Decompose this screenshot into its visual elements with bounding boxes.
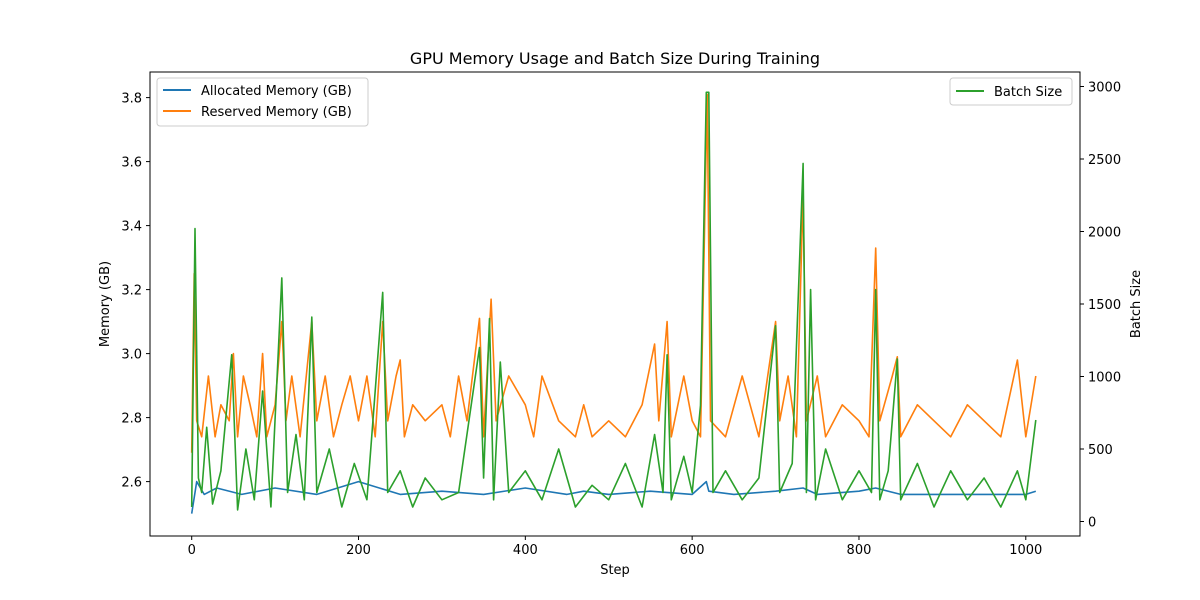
y-axis-right-label: Batch Size — [1129, 270, 1144, 338]
x-tick-label: 800 — [847, 543, 872, 558]
allocated-memory-line — [190, 480, 1037, 514]
x-tick-label: 600 — [680, 543, 705, 558]
chart-title: GPU Memory Usage and Batch Size During T… — [410, 49, 820, 68]
legend-batch-label: Batch Size — [994, 85, 1062, 100]
y-right-tick-label: 1000 — [1088, 371, 1121, 386]
series-layer — [190, 91, 1037, 514]
y-left-tick-label: 3.6 — [121, 156, 142, 171]
x-tick-label: 400 — [513, 543, 538, 558]
legend-batch: Batch Size — [949, 77, 1073, 106]
x-tick-label: 200 — [346, 543, 371, 558]
y-axis-left-label: Memory (GB) — [98, 261, 113, 347]
x-axis: 0 200 400 600 800 1000 — [188, 536, 1042, 558]
batch-size-line — [190, 91, 1037, 511]
y-right-tick-label: 2000 — [1088, 226, 1121, 241]
y-axis-right: 0 500 1000 1500 2000 2500 3000 — [1080, 81, 1121, 531]
y-right-tick-label: 2500 — [1088, 153, 1121, 168]
y-axis-left: 2.6 2.8 3.0 3.2 3.4 3.6 3.8 — [121, 92, 150, 491]
y-left-tick-label: 3.8 — [121, 92, 142, 107]
legend-allocated-label: Allocated Memory (GB) — [201, 84, 352, 99]
x-tick-label: 0 — [188, 543, 196, 558]
y-left-tick-label: 3.0 — [121, 348, 142, 363]
y-left-tick-label: 3.2 — [121, 284, 142, 299]
y-right-tick-label: 1500 — [1088, 298, 1121, 313]
y-left-tick-label: 2.6 — [121, 476, 142, 491]
y-right-tick-label: 3000 — [1088, 81, 1121, 96]
legend-batch-box — [949, 77, 1073, 106]
legend-reserved-label: Reserved Memory (GB) — [201, 105, 352, 120]
legend-memory: Allocated Memory (GB) Reserved Memory (G… — [156, 77, 369, 127]
x-tick-label: 1000 — [1009, 543, 1042, 558]
y-right-tick-label: 0 — [1088, 516, 1096, 531]
y-left-tick-label: 2.8 — [121, 412, 142, 427]
y-right-tick-label: 500 — [1088, 443, 1113, 458]
y-left-tick-label: 3.4 — [121, 220, 142, 235]
x-axis-label: Step — [600, 563, 630, 578]
legend-memory-box — [156, 77, 369, 127]
